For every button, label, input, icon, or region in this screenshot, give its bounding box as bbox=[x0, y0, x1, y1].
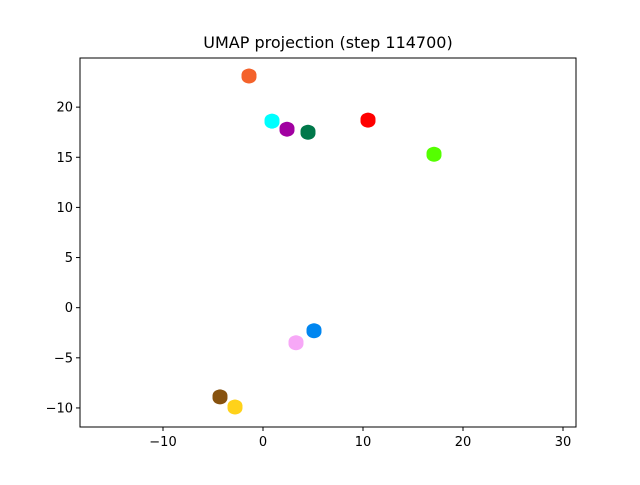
y-tick-label: 0 bbox=[65, 301, 73, 316]
y-tick-label: 10 bbox=[56, 201, 73, 216]
scatter-cluster bbox=[306, 323, 322, 339]
x-tick-label: 20 bbox=[455, 435, 472, 450]
scatter-point bbox=[309, 324, 321, 337]
y-tick-label: −5 bbox=[54, 351, 73, 366]
x-tick-label: 30 bbox=[555, 435, 572, 450]
scatter-point bbox=[291, 336, 303, 349]
x-tick-label: −10 bbox=[149, 435, 176, 450]
y-tick-label: 20 bbox=[56, 101, 73, 116]
scatter-cluster bbox=[360, 112, 376, 128]
scatter-cluster bbox=[212, 389, 228, 405]
plot-frame bbox=[79, 57, 577, 428]
scatter-point bbox=[215, 390, 227, 403]
scatter-point bbox=[282, 123, 294, 136]
scatter-point bbox=[429, 148, 441, 161]
x-tick-label: 0 bbox=[259, 435, 267, 450]
scatter-point bbox=[267, 115, 279, 128]
scatter-cluster bbox=[264, 113, 280, 129]
scatter-cluster bbox=[279, 121, 295, 137]
scatter-point bbox=[230, 400, 242, 413]
scatter-cluster bbox=[241, 68, 257, 84]
scatter-point bbox=[244, 70, 256, 83]
y-tick-label: 5 bbox=[65, 251, 73, 266]
point-layer bbox=[212, 68, 442, 415]
x-tick-label: 10 bbox=[355, 435, 372, 450]
scatter-point bbox=[363, 114, 375, 127]
scatter-cluster bbox=[288, 335, 304, 351]
y-tick-label: 15 bbox=[56, 151, 73, 166]
scatter-cluster bbox=[300, 124, 316, 140]
y-tick-label: −10 bbox=[46, 401, 73, 416]
scatter-cluster bbox=[227, 399, 243, 415]
scatter-point bbox=[303, 126, 315, 139]
tick-layer: −10 0 10 20 30 −10 −5 0 5 10 15 20 bbox=[46, 101, 572, 450]
chart-title: UMAP projection (step 114700) bbox=[203, 33, 452, 52]
scatter-cluster bbox=[426, 146, 442, 162]
